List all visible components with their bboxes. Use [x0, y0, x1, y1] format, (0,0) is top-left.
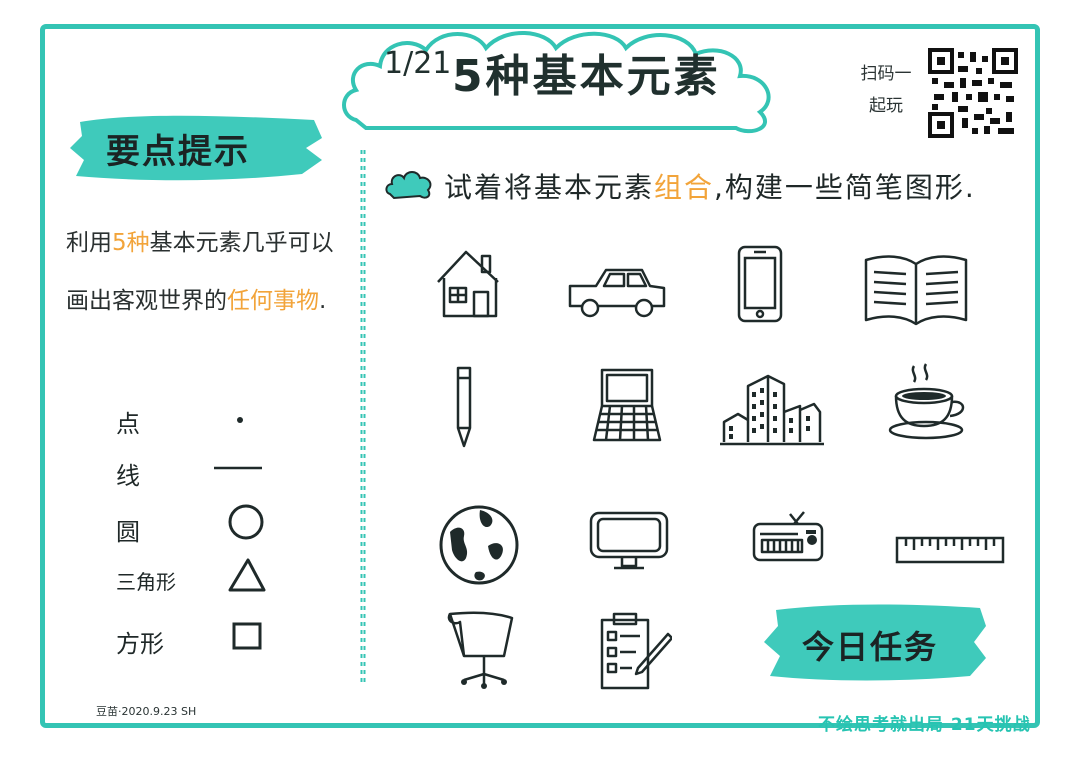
- laptop-icon: [592, 368, 662, 442]
- element-label-circle: 圆: [116, 518, 140, 546]
- phone-icon: [737, 245, 783, 323]
- coffee-cup-icon: [888, 363, 965, 440]
- ruler-icon: [895, 536, 1005, 564]
- radio-icon: [752, 511, 824, 562]
- task-brush-highlight: [764, 604, 986, 681]
- buildings-icon: [720, 374, 824, 446]
- instruction-text: 试着将基本元素组合,构建一些简笔图形.: [444, 171, 976, 204]
- car-icon: [568, 268, 666, 318]
- triangle-icon: [228, 558, 266, 592]
- office-chair-icon: [447, 611, 514, 689]
- page-frame: [40, 24, 1040, 728]
- dot-icon: [237, 417, 243, 423]
- qr-label: 扫码一起玩: [860, 64, 912, 116]
- element-label-dot: 点: [116, 410, 140, 438]
- house-icon: [437, 250, 499, 318]
- line-icon: [214, 466, 262, 470]
- highlight-five: 5种: [112, 230, 150, 256]
- square-icon: [232, 622, 262, 650]
- qr-code-icon[interactable]: [928, 48, 1018, 138]
- element-label-triangle: 三角形: [116, 570, 176, 594]
- hint-description: 利用5种基本元素几乎可以画出客观世界的任何事物.: [66, 230, 334, 314]
- challenge-slogan: 不绘思考就出局 21天挑战: [818, 715, 1031, 735]
- title-cloud: [342, 31, 771, 134]
- task-heading: 今日任务: [802, 628, 939, 666]
- highlight-combine: 组合: [654, 171, 715, 204]
- page-title: 5种基本元素: [452, 51, 721, 102]
- element-label-square: 方形: [116, 630, 164, 658]
- vertical-divider: [360, 150, 366, 684]
- cloud-icon: [385, 171, 432, 200]
- element-label-line: 线: [116, 462, 140, 490]
- globe-icon: [439, 505, 519, 585]
- pen-icon: [456, 366, 472, 448]
- monitor-icon: [589, 511, 669, 570]
- hint-heading: 要点提示: [106, 132, 250, 172]
- title-number: 1/21: [384, 46, 452, 81]
- checklist-icon: [600, 612, 672, 690]
- highlight-anything: 任何事物: [227, 288, 319, 314]
- hint-brush-highlight: [70, 115, 322, 181]
- book-icon: [864, 255, 968, 326]
- circle-icon: [228, 504, 264, 540]
- author-credit: 豆苗·2020.9.23 SH: [96, 705, 197, 718]
